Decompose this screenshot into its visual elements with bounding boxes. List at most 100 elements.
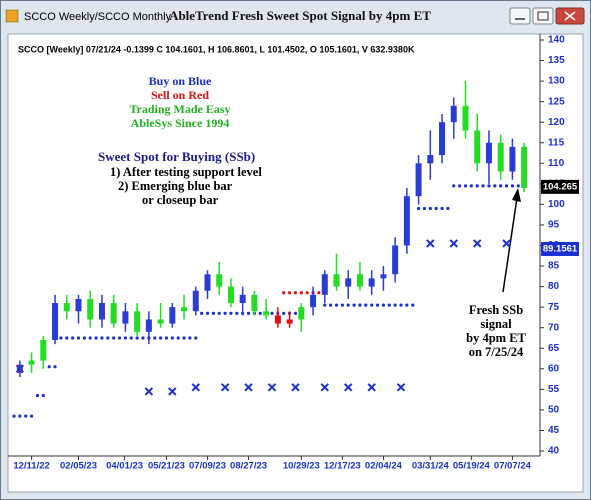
close-icon (564, 11, 576, 21)
support-dot (504, 184, 509, 188)
bar-body (427, 155, 434, 164)
support-dot (153, 336, 157, 340)
x-marks (396, 383, 406, 392)
support-dot (88, 336, 92, 340)
y-tick-label: 45 (548, 425, 560, 436)
minimize-button[interactable] (509, 7, 531, 25)
support-dot (217, 311, 221, 315)
bar-body (392, 245, 399, 275)
bar-body (134, 311, 141, 332)
bar-body (521, 146, 528, 188)
y-tick-label: 75 (548, 302, 560, 313)
support-dot (205, 311, 210, 315)
support-dot (323, 303, 327, 307)
support-dot (24, 414, 28, 418)
support-dot (65, 336, 69, 340)
price-label-box (541, 241, 579, 256)
support-dot (258, 311, 262, 315)
maximize-button[interactable] (532, 7, 554, 25)
bar-body (439, 122, 446, 156)
sweet-spot-title: Sweet Spot for Buying (SSb) (98, 149, 255, 164)
y-tick-label: 120 (548, 117, 565, 128)
support-dot (463, 184, 468, 188)
window-title: SCCO Weekly/SCCO Monthly (24, 11, 172, 23)
bar-body (356, 274, 363, 287)
support-dot (358, 303, 362, 307)
support-dot (393, 303, 397, 307)
support-dot (434, 206, 438, 211)
bar-body (98, 303, 105, 320)
support-dot (293, 311, 298, 315)
y-tick-label: 85 (548, 261, 560, 272)
bar-body (122, 311, 129, 324)
signal-note: signal (480, 317, 512, 331)
x-tick-label: 12/11/22 (13, 461, 49, 472)
bar-body (251, 294, 258, 312)
legend-note: Trading Made Easy (129, 102, 230, 116)
chart-panel (7, 33, 584, 493)
support-dot (76, 336, 81, 340)
support-dot (18, 414, 22, 418)
support-dot (141, 336, 145, 340)
signal-note: by 4pm ET (466, 331, 526, 345)
bar-body (181, 307, 188, 312)
support-dot (428, 206, 432, 211)
y-tick-label: 60 (548, 363, 560, 374)
support-dot (381, 303, 386, 307)
support-dot (59, 336, 63, 340)
x-tick-label: 02/05/23 (60, 461, 97, 472)
support-dot (129, 336, 133, 340)
signal-note: Fresh SSb (469, 303, 523, 317)
support-dot (112, 336, 116, 340)
x-marks (291, 383, 300, 392)
bar-body (310, 294, 317, 308)
support-dot (188, 336, 192, 340)
bar-body (368, 278, 375, 287)
x-marks (502, 239, 511, 248)
support-dot (329, 303, 333, 307)
x-tick-label: 02/04/24 (365, 461, 403, 472)
x-tick-label: 10/29/23 (283, 461, 320, 472)
support-dot (12, 414, 16, 418)
support-dot (194, 336, 198, 340)
support-dot (387, 303, 391, 307)
y-tick-label: 40 (548, 446, 560, 457)
support-dot (182, 336, 186, 340)
support-dot (123, 336, 128, 340)
support-dot (29, 414, 34, 418)
support-dot (346, 303, 350, 307)
bar-body (157, 319, 164, 324)
price-label: 104.265 (543, 181, 578, 192)
support-dot (246, 311, 251, 315)
support-dot (416, 206, 421, 211)
support-dot (364, 303, 368, 307)
support-dot (375, 303, 380, 307)
x-marks (244, 383, 253, 392)
support-dot (458, 184, 462, 188)
support-dot (499, 184, 503, 188)
support-dot (399, 303, 403, 307)
bar-body (87, 298, 94, 320)
bar-body (333, 274, 340, 287)
support-dot (452, 184, 456, 188)
price-label-box (541, 179, 579, 194)
y-tick-label: 55 (548, 384, 560, 395)
support-dot (440, 206, 444, 211)
x-marks (367, 383, 376, 392)
x-tick-label: 03/31/24 (412, 461, 450, 472)
support-dot (334, 303, 339, 307)
bar-body (40, 340, 47, 361)
support-dot (82, 336, 86, 340)
support-dot (117, 336, 122, 340)
bar-body (450, 105, 457, 123)
x-tick-label: 08/27/23 (230, 461, 267, 472)
x-marks (168, 387, 177, 396)
y-tick-label: 70 (548, 322, 560, 333)
bar-body (263, 311, 270, 316)
resistance-dot (299, 291, 303, 295)
bar-body (169, 307, 176, 324)
maximize-icon (537, 11, 549, 21)
support-dot (176, 336, 180, 340)
support-dot (510, 184, 515, 188)
support-dot (270, 311, 274, 315)
